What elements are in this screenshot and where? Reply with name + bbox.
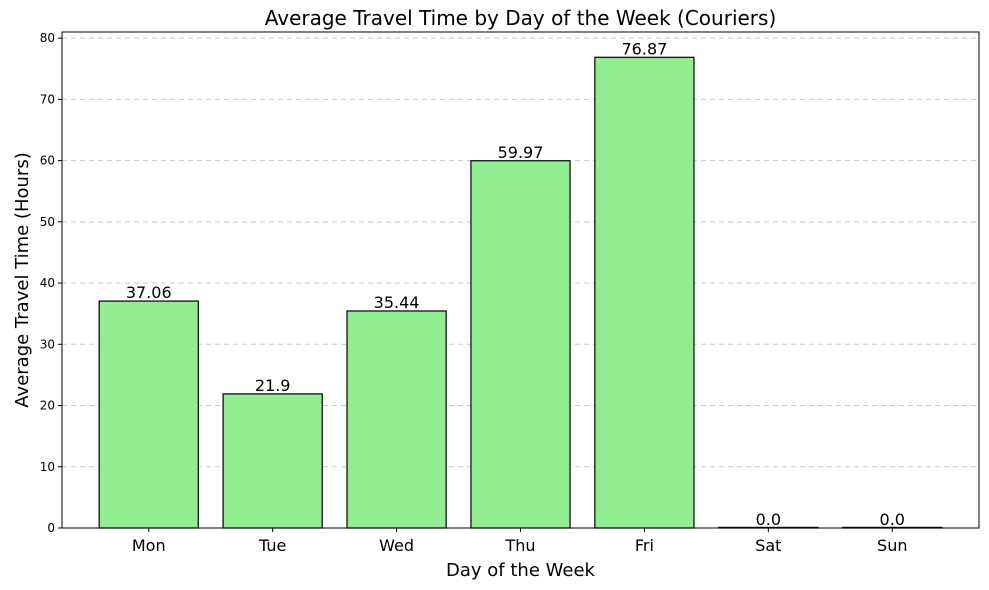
bar-value-label-fri: 76.87 [622,39,668,58]
x-tick-label-tue: Tue [258,536,286,555]
bar-value-label-thu: 59.97 [498,143,544,162]
y-tick-label: 80 [40,31,55,45]
y-tick-label: 10 [40,460,55,474]
bar-value-label-mon: 37.06 [126,283,172,302]
bar-mon [98,300,199,529]
bar-value-label-sat: 0.0 [756,510,781,529]
y-axis-ticks: 0 10 20 30 40 50 60 70 80 [40,31,62,535]
y-tick-label: 0 [47,521,55,535]
y-tick-label: 70 [40,92,55,106]
bar-value-label-tue: 21.9 [255,376,291,395]
x-tick-label-sun: Sun [877,536,907,555]
y-tick-label: 40 [40,276,55,290]
bar-tue [222,393,323,529]
bar-value-labels: 37.06 21.9 35.44 59.97 76.87 0.0 0.0 [126,39,905,529]
y-tick-label: 50 [40,215,55,229]
y-tick-label: 20 [40,399,55,413]
x-tick-label-sat: Sat [755,536,781,555]
bar-value-label-sun: 0.0 [880,510,905,529]
x-tick-label-mon: Mon [132,536,166,555]
bar-value-label-wed: 35.44 [374,293,420,312]
chart-title: Average Travel Time by Day of the Week (… [265,6,777,30]
x-axis-label: Day of the Week [446,560,595,581]
x-axis-ticks: Mon Tue Wed Thu Fri Sat Sun [132,528,907,555]
bar-thu [470,160,571,529]
bars [98,56,943,529]
x-tick-label-fri: Fri [635,536,654,555]
x-tick-label-wed: Wed [379,536,414,555]
bar-wed [346,310,447,529]
bar-fri [594,56,695,529]
y-tick-label: 30 [40,337,55,351]
plot-area-frame [61,31,980,529]
x-tick-label-thu: Thu [504,536,535,555]
y-tick-label: 60 [40,154,55,168]
y-axis-label: Average Travel Time (Hours) [12,152,33,407]
